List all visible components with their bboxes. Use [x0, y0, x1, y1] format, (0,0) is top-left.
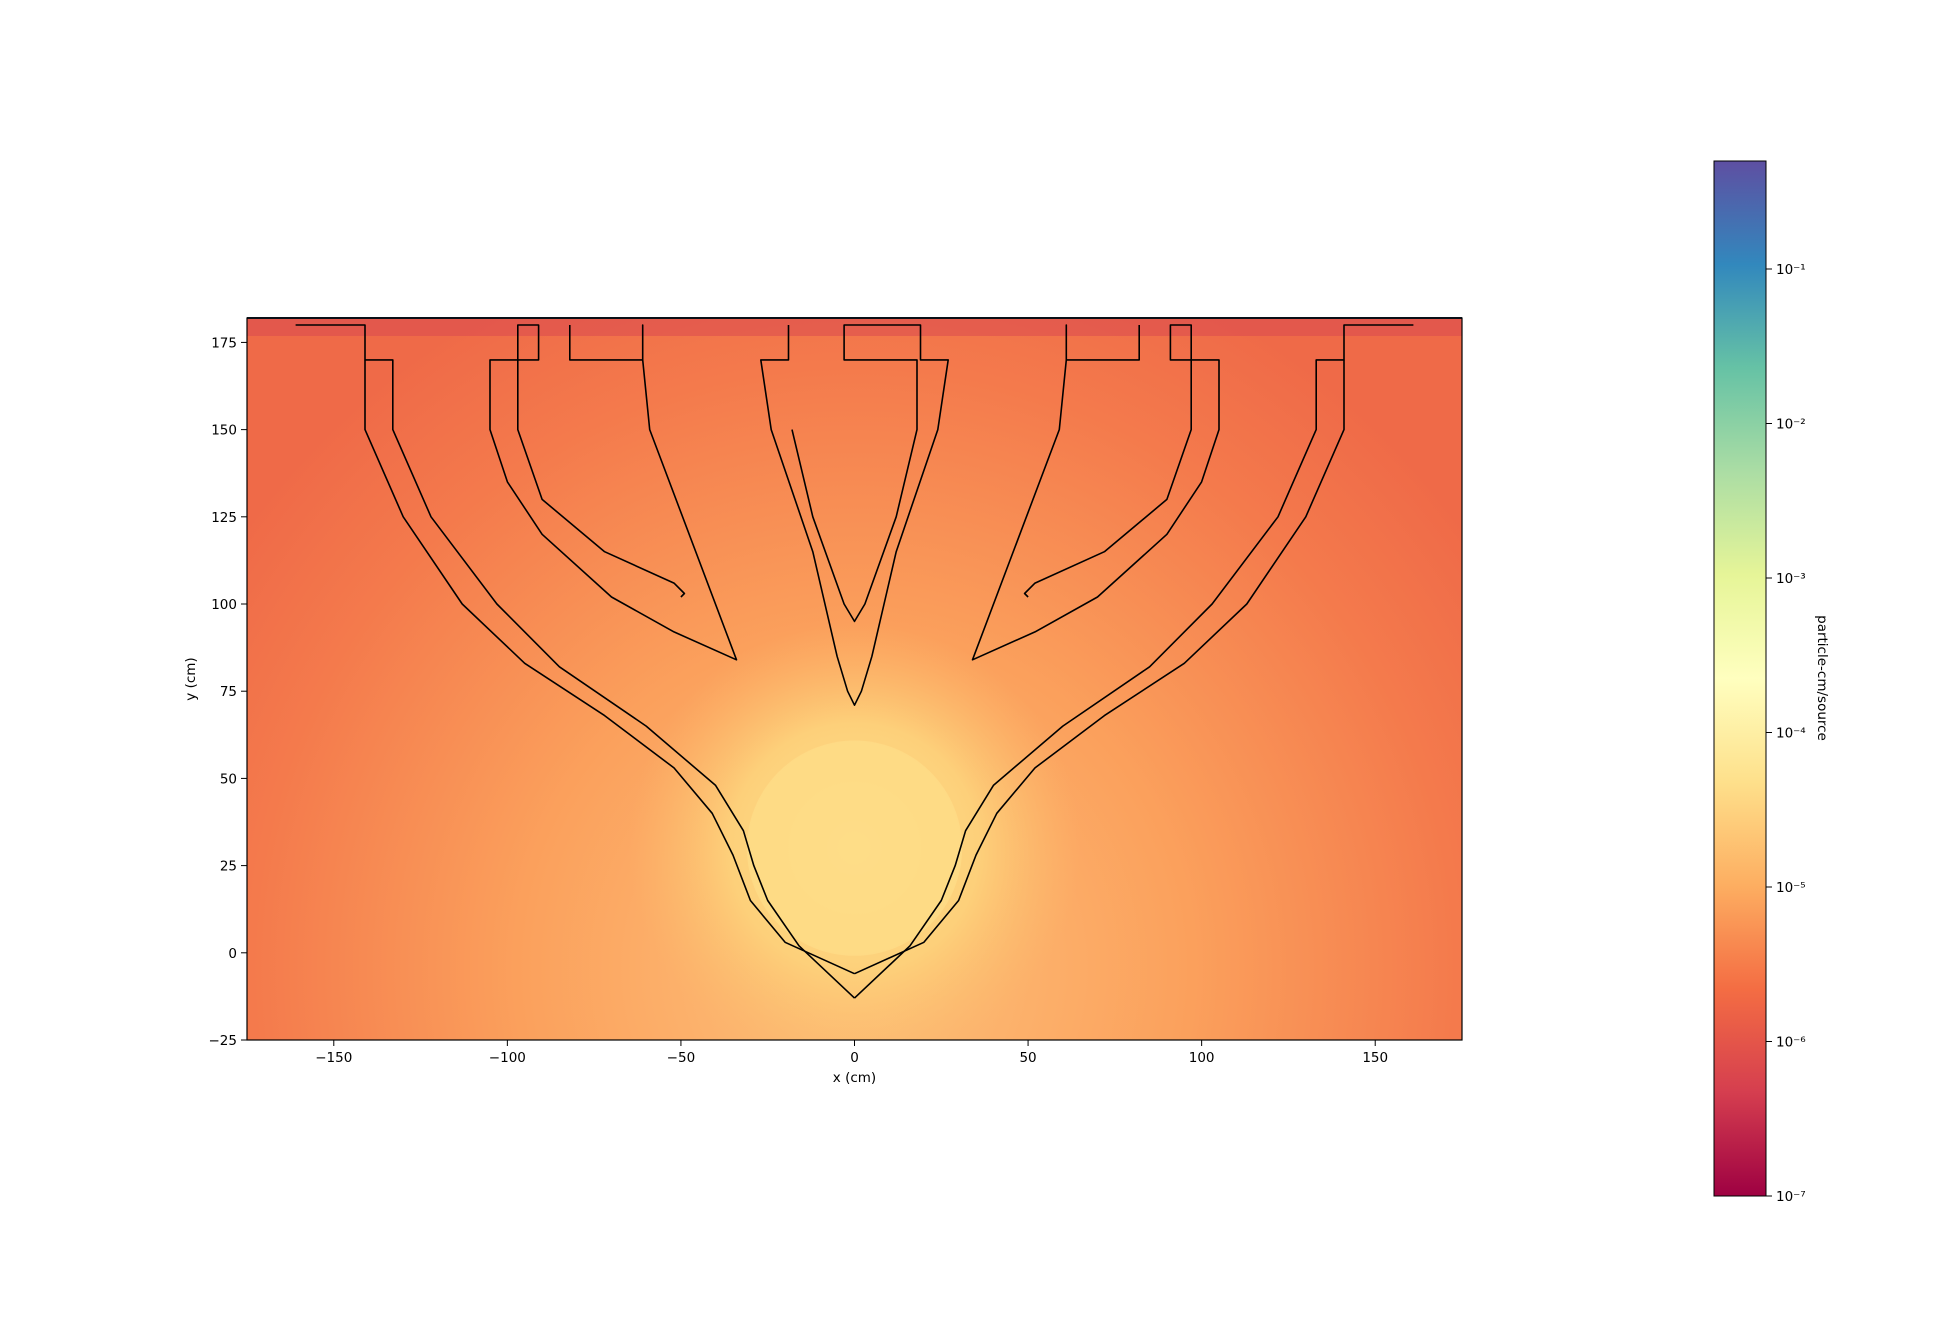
y-tick-label: 125 — [211, 510, 237, 526]
colorbar-tick-label: 10⁻¹ — [1776, 262, 1806, 278]
x-tick-label: −100 — [489, 1050, 526, 1066]
colorbar-tick-label: 10⁻⁷ — [1776, 1189, 1806, 1205]
top-edge-band — [247, 318, 1462, 336]
colorbar-tick-label: 10⁻² — [1776, 416, 1806, 432]
source-region — [746, 740, 963, 956]
center-branch-outline — [760, 324, 949, 706]
y-tick-label: 0 — [228, 946, 237, 962]
x-tick-label: 100 — [1189, 1050, 1215, 1066]
x-tick-label: −150 — [315, 1050, 352, 1066]
colorbar-tick-label: 10⁻⁶ — [1776, 1034, 1806, 1050]
y-tick-label: 150 — [211, 423, 237, 439]
right-inner-arm-outline — [854, 359, 1345, 975]
y-axis-label: y (cm) — [183, 657, 199, 700]
colorbar-tick-label: 10⁻⁴ — [1776, 725, 1806, 741]
y-tick-label: 100 — [211, 597, 237, 613]
colorbar: 10⁻⁷ 10⁻⁶ 10⁻⁵ 10⁻⁴ 10⁻³ 10⁻² 10⁻¹ particle-cm/… — [1713, 160, 1830, 1205]
y-tick-label: 50 — [220, 771, 237, 787]
colorbar-tick-label: 10⁻³ — [1776, 571, 1806, 587]
x-tick-label: −50 — [667, 1050, 696, 1066]
left-outer-arm-outline — [295, 324, 856, 999]
heatmap-plot-area — [247, 318, 1462, 1040]
y-tick-label: 25 — [220, 859, 237, 875]
colorbar-tick-label: 10⁻⁵ — [1776, 880, 1806, 896]
x-tick-label: 0 — [850, 1050, 859, 1066]
y-tick-label: −25 — [209, 1033, 238, 1049]
colorbar-gradient — [1713, 160, 1767, 1197]
y-tick-label: 175 — [211, 335, 237, 351]
x-axis-label: x (cm) — [833, 1070, 876, 1086]
right-outer-arm-outline — [853, 324, 1414, 999]
colorbar-label: particle-cm/source — [1814, 615, 1830, 741]
left-branch-outline — [489, 324, 738, 661]
left-inner-arm-outline — [364, 359, 855, 975]
y-tick-label: 75 — [220, 684, 237, 700]
axes: −150 −100 −50 0 50 100 150 −25 0 25 50 75 100 125 150 1… — [183, 317, 1463, 1086]
x-tick-label: 150 — [1362, 1050, 1388, 1066]
x-tick-label: 50 — [1019, 1050, 1036, 1066]
right-branch-outline — [971, 324, 1220, 661]
